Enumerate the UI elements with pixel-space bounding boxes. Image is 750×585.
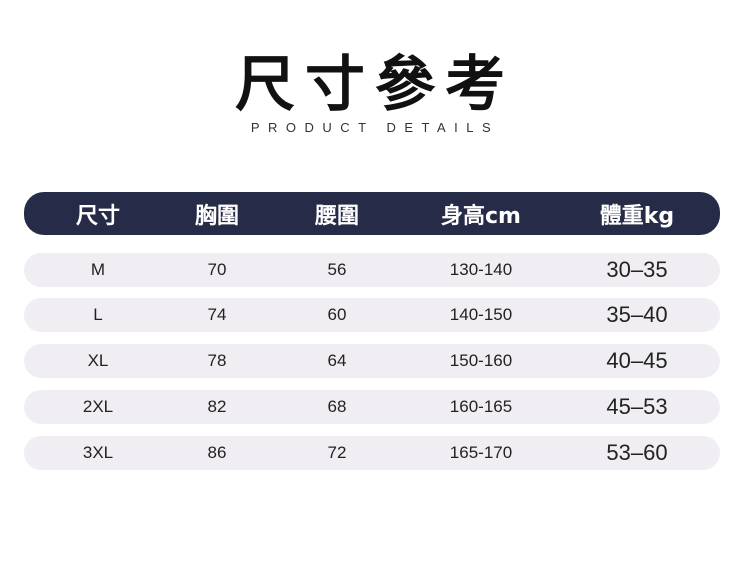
table-row: 3XL 86 72 165-170 53–60 [24, 436, 720, 470]
cell-waist: 72 [327, 443, 347, 462]
cell-size: 3XL [82, 443, 114, 462]
cell-chest: 78 [207, 351, 227, 370]
table-row: L 74 60 140-150 35–40 [24, 298, 720, 332]
cell-height: 150-160 [449, 351, 513, 370]
cell-weight: 30–35 [606, 257, 668, 282]
header-size: 尺寸 [75, 203, 120, 229]
cell-size: 2XL [82, 397, 114, 416]
page-subtitle: PRODUCT DETAILS [250, 120, 500, 135]
header-waist: 腰圍 [314, 203, 359, 229]
cell-weight: 53–60 [606, 440, 668, 465]
cell-waist: 60 [327, 305, 347, 324]
cell-height: 160-165 [449, 397, 513, 416]
cell-height: 165-170 [449, 443, 513, 462]
header-weight: 體重kg [599, 203, 675, 229]
table-row: 2XL 82 68 160-165 45–53 [24, 390, 720, 424]
table-row: XL 78 64 150-160 40–45 [24, 344, 720, 378]
cell-height: 140-150 [449, 305, 513, 324]
cell-chest: 82 [207, 397, 227, 416]
cell-chest: 86 [207, 443, 227, 462]
table-row: M 70 56 130-140 30–35 [24, 253, 720, 287]
cell-height: 130-140 [449, 260, 513, 279]
header-chest: 胸圍 [194, 203, 239, 229]
cell-chest: 70 [207, 260, 227, 279]
cell-chest: 74 [207, 305, 227, 324]
header-height: 身高cm [441, 203, 521, 229]
table-header: 尺寸 胸圍 腰圍 身高cm 體重kg [24, 192, 720, 235]
page-title: 尺寸參考 [235, 50, 515, 120]
cell-size: M [90, 260, 106, 279]
cell-waist: 56 [327, 260, 347, 279]
cell-waist: 68 [327, 397, 347, 416]
cell-weight: 40–45 [606, 348, 668, 373]
cell-waist: 64 [327, 351, 347, 370]
cell-size: XL [87, 351, 109, 370]
cell-size: L [93, 305, 103, 324]
cell-weight: 35–40 [606, 302, 668, 327]
cell-weight: 45–53 [606, 394, 668, 419]
